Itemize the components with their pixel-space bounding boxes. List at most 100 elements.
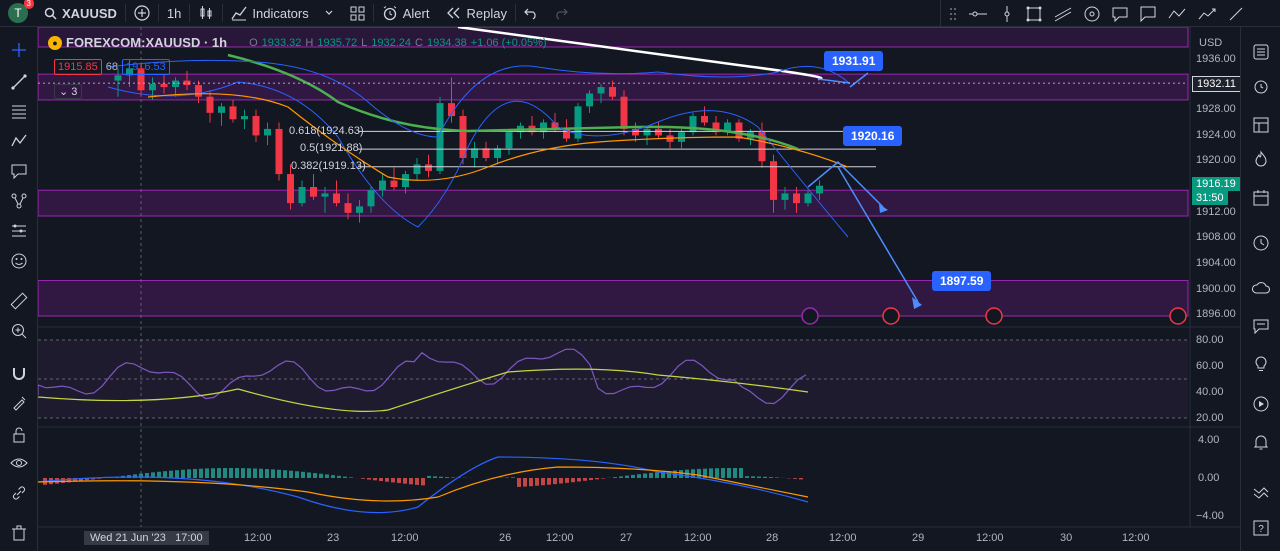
ruler-icon[interactable]: [8, 290, 30, 312]
macd-histogram-bar: [559, 478, 563, 484]
trend-angle-icon[interactable]: [1197, 6, 1217, 22]
ideas-lightbulb-icon[interactable]: [1250, 353, 1272, 375]
macd-histogram-bar: [733, 468, 737, 478]
calendar-icon[interactable]: [1250, 187, 1272, 209]
divider: [189, 4, 191, 22]
macd-histogram-bar: [679, 470, 683, 478]
link-icon[interactable]: [8, 482, 30, 504]
candle-body: [252, 116, 260, 136]
target-label-mid[interactable]: 1920.16: [843, 126, 903, 146]
node-icon[interactable]: [8, 190, 30, 212]
indicators-button[interactable]: Indicators: [223, 0, 341, 27]
candle-body: [770, 161, 777, 200]
candle-body: [114, 75, 122, 81]
currency-label[interactable]: USD: [1199, 37, 1223, 49]
watchlist-icon[interactable]: [1250, 41, 1272, 63]
candle-body: [448, 103, 455, 117]
undo-button[interactable]: [516, 0, 546, 27]
macd-histogram-bar: [655, 472, 659, 478]
candle-body: [678, 132, 685, 142]
parallel-channel-icon[interactable]: [1053, 5, 1073, 23]
chat-icon[interactable]: [1250, 315, 1272, 337]
macd-tick: 4.00: [1198, 434, 1220, 446]
chat-cloud-icon[interactable]: [1250, 277, 1272, 299]
macd-histogram-bar: [391, 478, 395, 483]
callout-icon[interactable]: [1139, 5, 1157, 23]
candle-body: [287, 174, 294, 204]
price-chart[interactable]: [38, 27, 1240, 551]
horizontal-ray-icon[interactable]: [967, 6, 989, 22]
buy-button[interactable]: 1916.53: [122, 59, 170, 75]
replay-button[interactable]: Replay: [437, 0, 514, 27]
target-label-low[interactable]: 1897.59: [932, 271, 992, 291]
crosshair-icon[interactable]: [8, 39, 30, 61]
eye-icon[interactable]: [8, 452, 30, 474]
forecast-icon[interactable]: [8, 220, 30, 242]
chart-type-button[interactable]: [190, 0, 222, 27]
candle-body: [758, 132, 766, 162]
trend-line-icon[interactable]: [1227, 5, 1245, 23]
right-sidebar: ?: [1240, 27, 1280, 551]
lock-icon[interactable]: [8, 424, 30, 446]
rectangle-icon[interactable]: [1025, 5, 1043, 23]
candle-body: [172, 80, 179, 88]
alert-button[interactable]: Alert: [374, 0, 438, 27]
economic-event-icon: [1169, 307, 1187, 325]
interval-label: 1h: [166, 5, 182, 21]
trash-icon[interactable]: [8, 522, 30, 544]
chart-legend: ● FOREXCOM:XAUUSD · 1h O 1933.32 H 1935.72…: [48, 35, 547, 50]
user-avatar[interactable]: T 3: [8, 0, 34, 23]
templates-button[interactable]: [342, 0, 373, 27]
macd-histogram-bar: [235, 468, 239, 478]
alerts-list-icon[interactable]: [1250, 75, 1272, 97]
pattern-icon[interactable]: [8, 130, 30, 152]
collapsed-count: 3: [71, 86, 78, 98]
target-label-high[interactable]: 1931.91: [824, 51, 884, 71]
help-icon[interactable]: ?: [1250, 517, 1272, 539]
path-icon[interactable]: [1167, 6, 1187, 22]
trend-line-icon[interactable]: [8, 71, 30, 93]
macd-histogram-bar: [361, 478, 365, 479]
brush-icon[interactable]: [8, 160, 30, 182]
avatar-letter: T: [14, 6, 22, 20]
candle-body: [643, 128, 651, 136]
redo-button[interactable]: [546, 0, 576, 27]
macd-histogram-bar: [517, 478, 521, 487]
magnet-icon[interactable]: [8, 362, 30, 384]
depth-of-market-icon[interactable]: [1250, 481, 1272, 503]
hotlist-icon[interactable]: [1250, 148, 1272, 170]
divider: [514, 4, 516, 22]
streams-icon[interactable]: [1250, 393, 1272, 415]
notifications-bell-icon[interactable]: [1250, 431, 1272, 453]
macd-histogram-bar: [541, 478, 545, 486]
symbol-search-button[interactable]: XAUUSD: [36, 0, 125, 27]
clock-icon[interactable]: [1250, 232, 1272, 254]
indicator-collapse-toggle[interactable]: ⌄ 3: [54, 84, 83, 99]
macd-histogram-bar: [589, 478, 593, 481]
redo-icon: [556, 8, 568, 20]
vertical-line-icon[interactable]: [999, 5, 1015, 23]
zoom-in-icon[interactable]: [8, 320, 30, 342]
data-window-icon[interactable]: [1250, 114, 1272, 136]
macd-histogram-bar: [397, 478, 401, 484]
fib-retracement-icon[interactable]: [8, 100, 30, 122]
sell-button[interactable]: 1915.85: [54, 59, 102, 75]
ma-50-line: [227, 53, 799, 151]
comment-icon[interactable]: [1111, 5, 1129, 23]
emoji-icon[interactable]: [8, 250, 30, 272]
macd-histogram-bar: [403, 478, 407, 484]
candle-body: [241, 116, 248, 120]
candle-body: [724, 122, 731, 133]
macd-histogram-bar: [325, 474, 329, 478]
interval-button[interactable]: 1h: [159, 0, 189, 27]
lock-drawing-icon[interactable]: [8, 392, 30, 414]
drag-handle-icon[interactable]: [949, 6, 957, 22]
macd-line: [38, 456, 809, 514]
indicators-label: Indicators: [252, 5, 309, 21]
macd-histogram-bar: [193, 468, 197, 478]
compare-button[interactable]: [126, 0, 158, 27]
candle-body: [183, 80, 191, 86]
price-tick: 1936.00: [1196, 53, 1236, 65]
bollinger-upper: [107, 59, 849, 138]
target-icon[interactable]: [1083, 5, 1101, 23]
